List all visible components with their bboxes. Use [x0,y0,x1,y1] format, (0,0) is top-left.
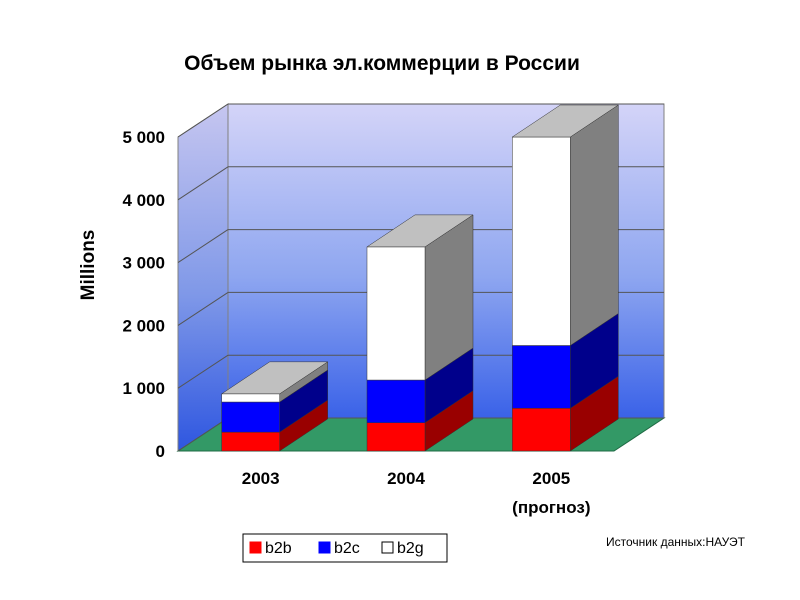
legend: b2b b2c b2g [242,533,448,563]
bars [220,104,620,452]
y-tick-label: 5 000 [122,128,165,147]
gridline-side [177,166,229,201]
bar-top [511,104,620,138]
bar-b2b [366,422,426,452]
legend-swatch-b2b [249,541,262,554]
side-wall [177,103,229,452]
y-axis-label: Millions [78,230,99,301]
bar-b2c [366,379,426,423]
y-tick-label: 0 [156,442,165,461]
bar-b2g [366,246,426,381]
legend-box [242,533,448,563]
gridline-side [177,291,229,326]
bar-b2g [512,136,571,346]
gridline-side [177,229,229,264]
chart-title: Объем рынка эл.коммерции в России [184,52,580,75]
x-tick-label: 2004 [387,469,425,488]
bar-top [220,361,329,395]
bar-b2b [221,431,280,452]
x-tick-label: 2005 [532,469,570,488]
y-axis-ticks: 0 1 000 2 000 3 000 4 000 5 000 [122,128,165,461]
gridline-side [177,103,229,138]
y-tick-label: 4 000 [122,191,165,210]
legend-swatch-b2g [381,541,394,554]
y-tick-label: 1 000 [122,379,165,398]
legend-swatch-b2c [318,541,331,554]
x-axis-ticks: 2003 2004 2005 (прогноз) [242,469,591,517]
gridline-side [177,354,229,389]
legend-label-b2c: b2c [334,540,360,557]
bar-top [366,214,474,248]
y-tick-label: 2 000 [122,316,165,335]
x-tick-label: 2003 [242,469,280,488]
bar-b2c [512,345,571,409]
bar-b2c [221,401,280,433]
legend-label-b2g: b2g [397,540,424,557]
source-note: Источник данных:НАУЭТ [606,535,746,549]
bar-b2g [221,393,280,403]
x-tick-label: (прогноз) [512,498,590,517]
y-tick-label: 3 000 [122,254,165,273]
gridline-side [177,417,229,452]
bar-side-b2g [570,104,619,346]
legend-label-b2b: b2b [265,540,292,557]
bar-b2b [512,408,571,452]
